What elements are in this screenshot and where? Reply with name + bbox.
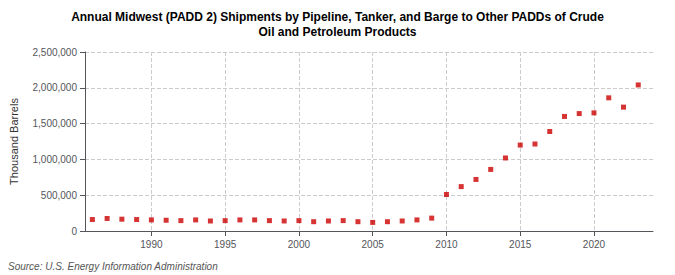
svg-text:Thousand Barrels: Thousand Barrels bbox=[8, 98, 20, 185]
svg-text:0: 0 bbox=[71, 226, 77, 237]
svg-text:Source: U.S. Energy Informatio: Source: U.S. Energy Information Administ… bbox=[8, 261, 218, 272]
svg-text:2,500,000: 2,500,000 bbox=[33, 47, 78, 58]
svg-text:2,000,000: 2,000,000 bbox=[33, 82, 78, 93]
svg-text:1990: 1990 bbox=[140, 239, 163, 250]
svg-text:1,500,000: 1,500,000 bbox=[33, 118, 78, 129]
svg-text:1,000,000: 1,000,000 bbox=[33, 154, 78, 165]
svg-text:2015: 2015 bbox=[509, 239, 532, 250]
svg-text:Oil and Petroleum Products: Oil and Petroleum Products bbox=[258, 25, 416, 39]
svg-text:Annual Midwest (PADD 2) Shipme: Annual Midwest (PADD 2) Shipments by Pip… bbox=[71, 10, 604, 24]
svg-text:2010: 2010 bbox=[435, 239, 458, 250]
svg-text:2020: 2020 bbox=[583, 239, 606, 250]
svg-text:1995: 1995 bbox=[214, 239, 237, 250]
svg-text:500,000: 500,000 bbox=[41, 190, 78, 201]
svg-text:2005: 2005 bbox=[362, 239, 385, 250]
svg-text:2000: 2000 bbox=[288, 239, 311, 250]
